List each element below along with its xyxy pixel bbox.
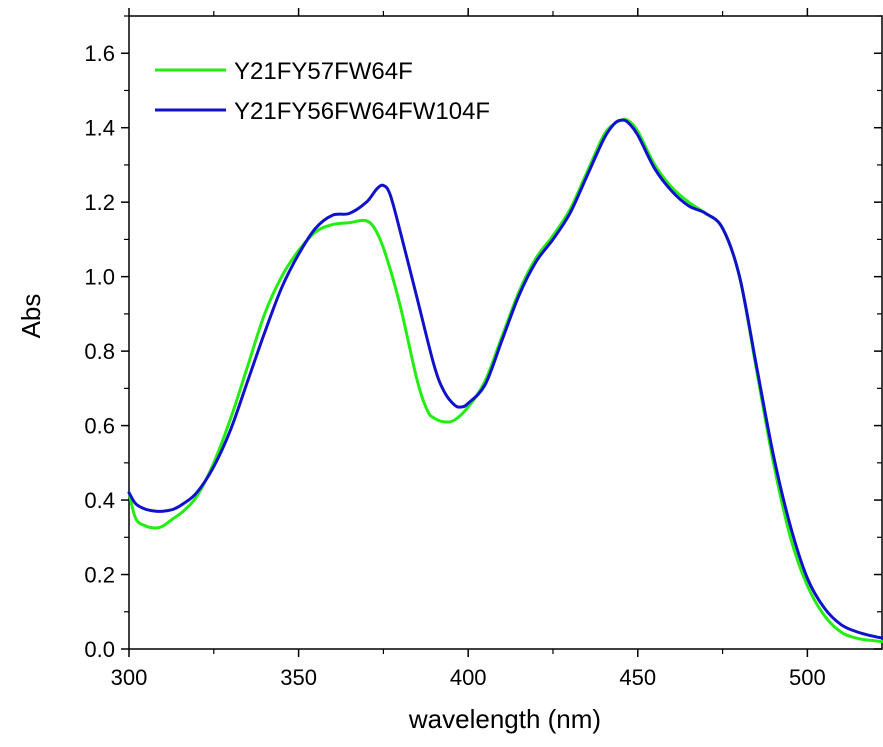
x-tick-label: 350 (280, 665, 317, 690)
y-tick-label: 1.6 (84, 41, 115, 66)
y-tick-label: 0.8 (84, 339, 115, 364)
x-tick-label: 500 (789, 665, 826, 690)
legend-label-1: Y21FY57FW64F (234, 58, 413, 85)
plot-frame (128, 15, 883, 650)
series-line-1 (127, 117, 883, 644)
axis-ticks: 300 350 400 450 500 0.0 0.2 0.4 0.6 0.8 1.0 1.2 1.4 1… (84, 8, 882, 690)
y-tick-label: 0.6 (84, 414, 115, 439)
y-tick-label: 1.0 (84, 265, 115, 290)
series-lines (127, 117, 883, 644)
x-tick-label: 450 (619, 665, 656, 690)
y-tick-label: 0.2 (84, 563, 115, 588)
legend: Y21FY57FW64F Y21FY56FW64FW104F (155, 58, 490, 125)
series-line-2 (127, 118, 883, 640)
x-tick-label: 400 (450, 665, 487, 690)
y-tick-label: 0.4 (84, 488, 115, 513)
y-tick-label: 1.4 (84, 116, 115, 141)
legend-label-2: Y21FY56FW64FW104F (234, 98, 490, 125)
x-axis-title: wavelength (nm) (408, 704, 601, 734)
y-tick-label: 1.2 (84, 190, 115, 215)
y-axis-title: Abs (16, 294, 46, 339)
x-tick-label: 300 (111, 665, 148, 690)
y-tick-label: 0.0 (84, 637, 115, 662)
